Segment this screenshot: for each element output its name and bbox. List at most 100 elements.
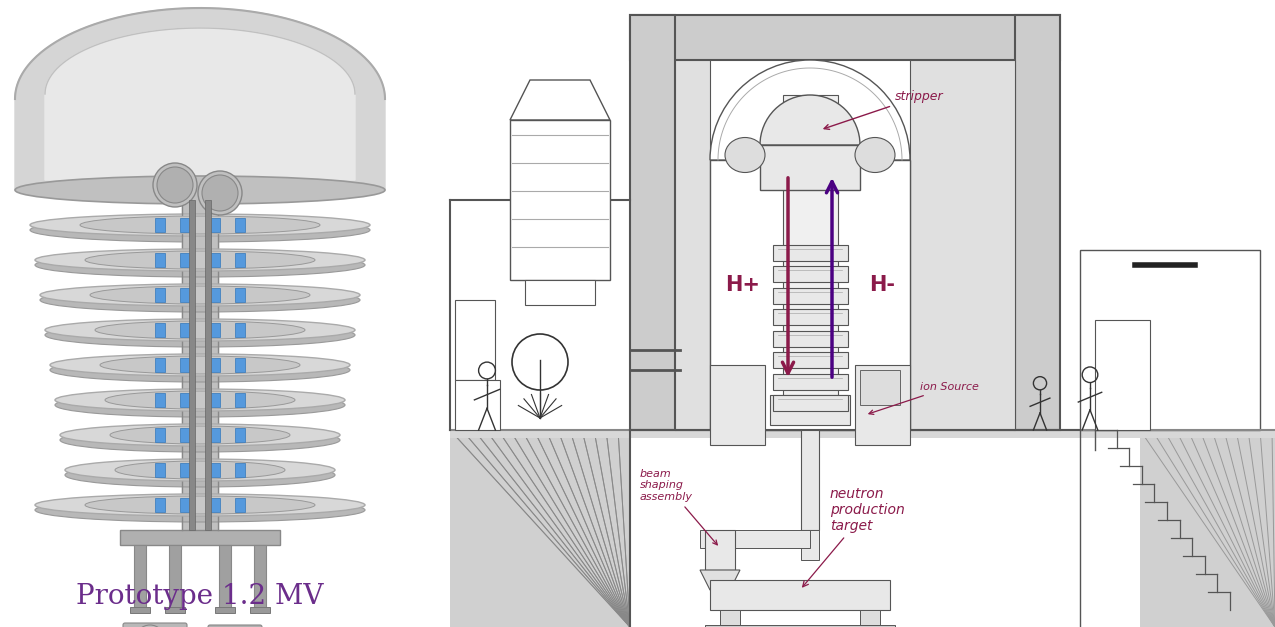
Bar — [210, 253, 221, 267]
Bar — [700, 530, 810, 548]
Bar — [910, 60, 1015, 430]
Bar — [801, 530, 819, 560]
Text: beam
shaping
assembly: beam shaping assembly — [640, 469, 718, 545]
Ellipse shape — [45, 323, 354, 347]
Ellipse shape — [96, 321, 305, 339]
Ellipse shape — [65, 463, 335, 487]
Bar — [219, 545, 231, 610]
Bar — [210, 463, 221, 477]
Ellipse shape — [115, 461, 286, 479]
Ellipse shape — [99, 356, 300, 374]
Bar — [156, 428, 164, 442]
Bar — [450, 430, 630, 627]
Bar — [156, 253, 164, 267]
FancyBboxPatch shape — [208, 625, 261, 627]
Ellipse shape — [45, 319, 354, 341]
Bar — [674, 60, 1015, 430]
Bar — [210, 218, 221, 232]
Text: neutron
production
target: neutron production target — [803, 487, 905, 587]
Bar — [710, 365, 765, 445]
Bar — [455, 380, 500, 430]
Bar — [773, 288, 848, 304]
Bar — [189, 200, 195, 530]
Ellipse shape — [40, 288, 360, 312]
Ellipse shape — [55, 393, 346, 417]
Bar — [180, 288, 190, 302]
Bar — [134, 545, 147, 610]
Polygon shape — [15, 8, 385, 190]
Ellipse shape — [105, 391, 295, 409]
Polygon shape — [182, 200, 218, 530]
Bar — [180, 218, 190, 232]
Ellipse shape — [60, 424, 340, 446]
Bar — [773, 245, 848, 261]
Bar — [210, 323, 221, 337]
Circle shape — [198, 171, 242, 215]
Ellipse shape — [34, 249, 365, 271]
Bar — [156, 218, 164, 232]
Bar — [235, 253, 245, 267]
Bar — [235, 428, 245, 442]
Bar — [861, 370, 900, 405]
Bar — [801, 430, 819, 530]
Bar — [710, 160, 910, 430]
Ellipse shape — [34, 498, 365, 522]
Ellipse shape — [65, 459, 335, 481]
Bar — [156, 463, 164, 477]
Bar — [630, 430, 1275, 627]
Ellipse shape — [91, 286, 310, 304]
Bar — [180, 393, 190, 407]
Text: H-: H- — [870, 275, 895, 295]
Bar — [180, 498, 190, 512]
Bar — [760, 145, 861, 190]
Bar — [235, 288, 245, 302]
Bar — [450, 0, 1275, 627]
Bar — [773, 352, 848, 368]
Bar — [450, 430, 1275, 438]
Bar — [773, 266, 848, 282]
Bar — [630, 15, 674, 430]
Ellipse shape — [50, 358, 351, 382]
Text: H+: H+ — [725, 275, 760, 295]
FancyBboxPatch shape — [122, 623, 187, 627]
Polygon shape — [45, 28, 354, 180]
Text: stripper: stripper — [824, 90, 944, 129]
Bar — [210, 428, 221, 442]
Ellipse shape — [85, 251, 315, 269]
Bar — [674, 60, 710, 430]
Polygon shape — [700, 570, 739, 590]
Bar — [156, 358, 164, 372]
Bar — [164, 607, 185, 613]
Bar — [120, 530, 280, 545]
Bar — [130, 607, 150, 613]
Bar — [235, 393, 245, 407]
Bar — [720, 610, 739, 625]
Wedge shape — [760, 95, 861, 145]
Bar — [156, 323, 164, 337]
Bar — [205, 200, 210, 530]
Bar — [630, 15, 1060, 60]
Bar — [525, 280, 595, 305]
Ellipse shape — [725, 137, 765, 172]
Ellipse shape — [31, 214, 370, 236]
Bar — [773, 395, 848, 411]
Bar — [156, 393, 164, 407]
Bar — [180, 253, 190, 267]
Ellipse shape — [34, 253, 365, 277]
Bar — [710, 580, 890, 610]
Bar — [705, 625, 895, 627]
Ellipse shape — [856, 137, 895, 172]
Ellipse shape — [110, 426, 289, 444]
Bar — [156, 498, 164, 512]
Bar — [1015, 15, 1060, 430]
Ellipse shape — [50, 354, 351, 376]
Bar — [773, 374, 848, 389]
Ellipse shape — [80, 216, 320, 234]
Bar — [156, 288, 164, 302]
Ellipse shape — [15, 176, 385, 204]
Bar — [210, 393, 221, 407]
Circle shape — [153, 163, 198, 207]
Ellipse shape — [55, 389, 346, 411]
Bar — [250, 607, 270, 613]
Bar — [235, 463, 245, 477]
